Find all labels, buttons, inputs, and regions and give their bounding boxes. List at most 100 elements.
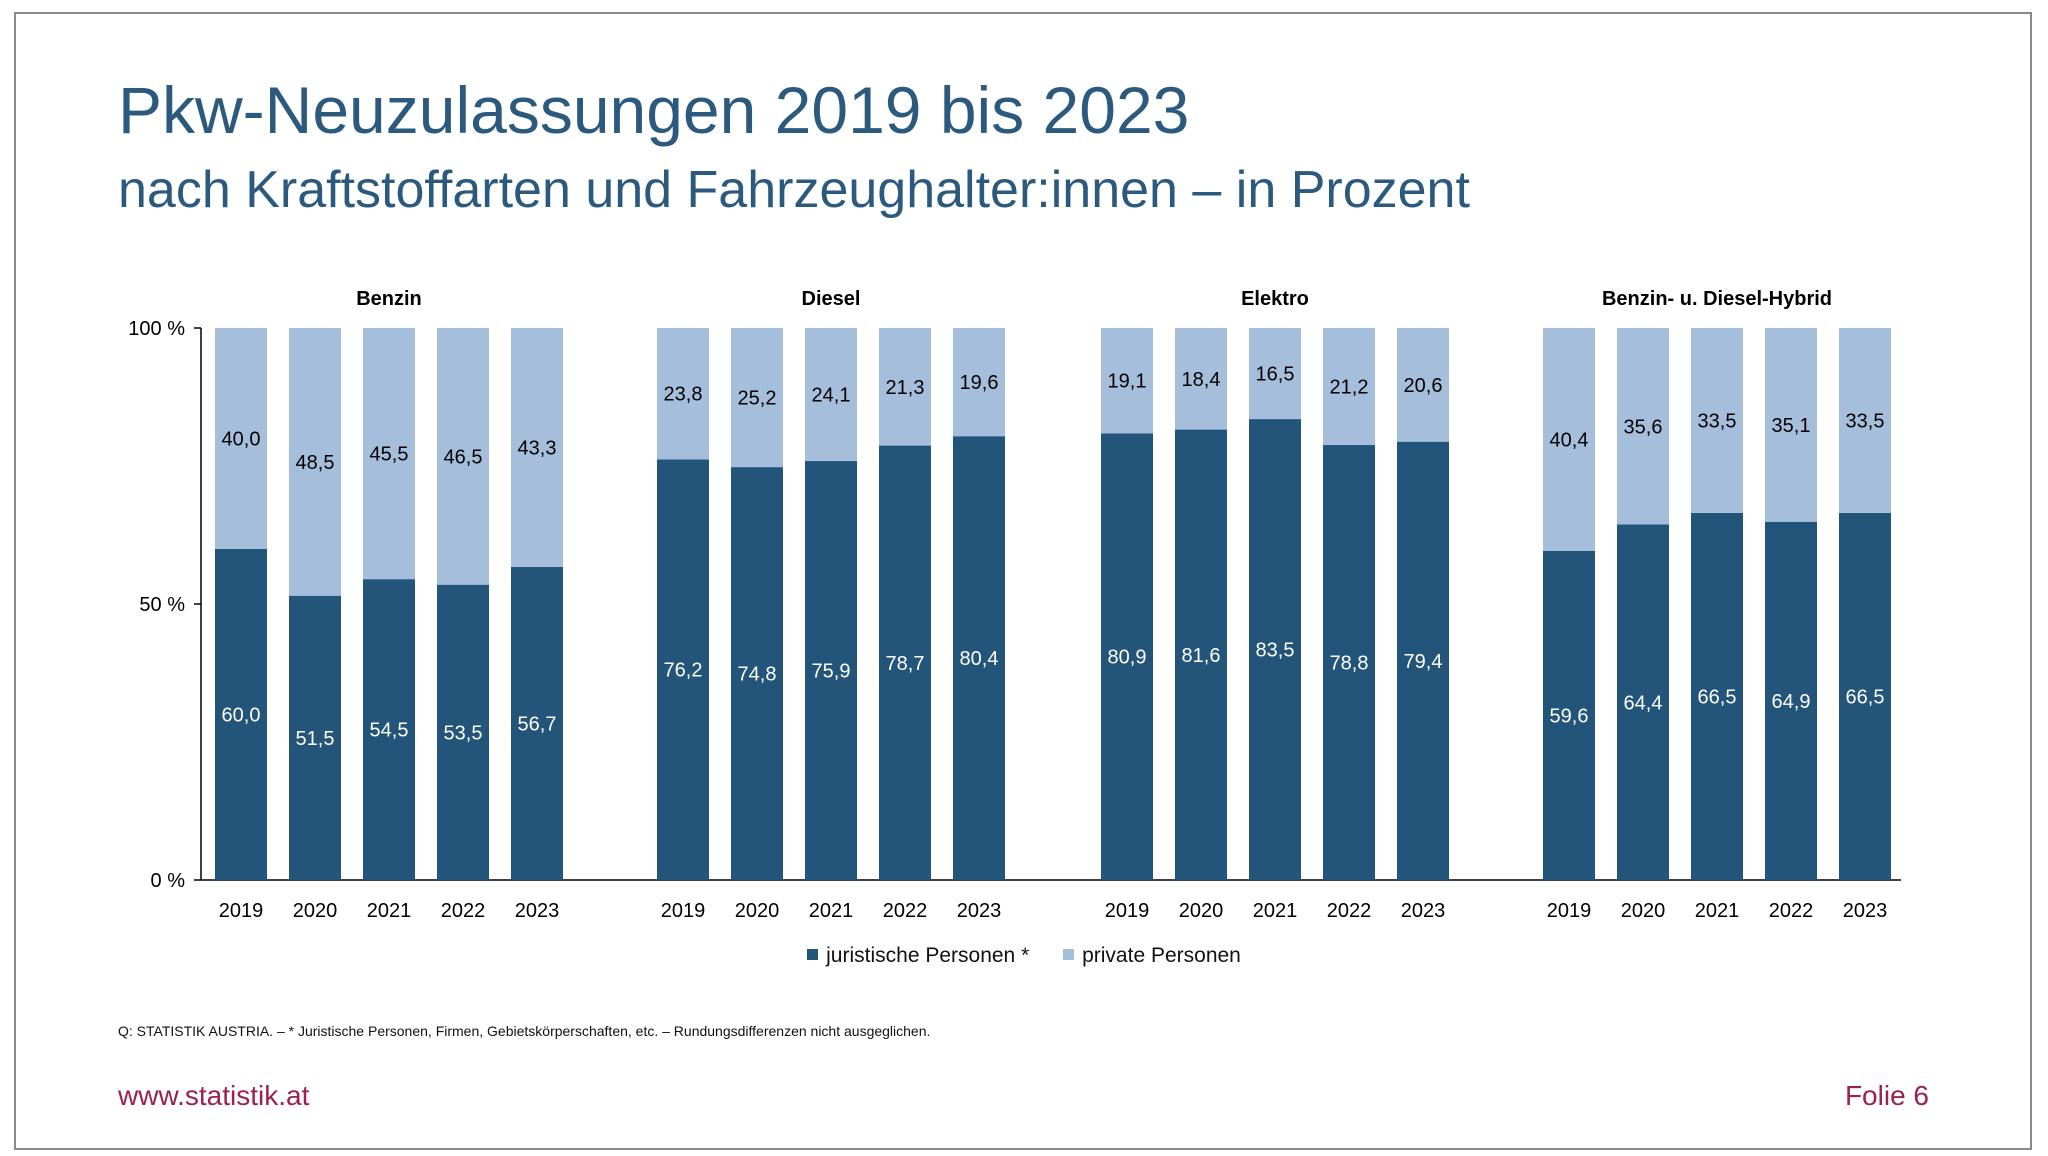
data-label-private: 46,5 — [444, 446, 483, 468]
y-tick-label: 0 % — [151, 870, 186, 892]
data-label-juristische: 74,8 — [738, 664, 777, 686]
data-label-juristische: 78,7 — [886, 653, 925, 675]
bar-juristische — [1323, 445, 1375, 880]
bar-private — [1175, 328, 1227, 430]
data-label-juristische: 66,5 — [1698, 686, 1737, 708]
x-tick-label: 2021 — [1253, 900, 1298, 922]
slide-subtitle: nach Kraftstoffarten und Fahrzeughalter:… — [118, 161, 1470, 219]
data-label-private: 35,1 — [1772, 415, 1811, 437]
data-label-juristische: 64,4 — [1624, 692, 1663, 714]
bar-private — [1397, 328, 1449, 442]
bar-juristische — [1691, 512, 1743, 880]
x-tick-label: 2023 — [1843, 900, 1888, 922]
legend-label-private: private Personen — [1082, 944, 1241, 967]
group-title: Diesel — [802, 288, 861, 310]
x-tick-label: 2020 — [735, 900, 780, 922]
bar-juristische — [289, 595, 341, 880]
group-title: Benzin — [356, 288, 422, 310]
x-tick-label: 2023 — [515, 900, 560, 922]
data-label-private: 20,6 — [1404, 375, 1443, 397]
data-label-private: 40,4 — [1550, 430, 1589, 452]
bar-private — [1543, 328, 1595, 552]
x-tick-label: 2020 — [293, 900, 338, 922]
bar-juristische — [731, 467, 783, 880]
data-label-private: 48,5 — [296, 452, 335, 474]
data-label-juristische: 80,4 — [960, 648, 999, 670]
bar-private — [1765, 328, 1817, 522]
data-label-juristische: 51,5 — [296, 728, 335, 750]
slide-title: Pkw-Neuzulassungen 2019 bis 2023 — [118, 73, 1190, 147]
x-tick-label: 2022 — [1769, 900, 1814, 922]
data-label-private: 23,8 — [664, 384, 703, 406]
bar-juristische — [879, 445, 931, 880]
data-label-juristische: 81,6 — [1182, 645, 1221, 667]
bar-juristische — [1765, 521, 1817, 880]
bar-juristische — [1175, 429, 1227, 880]
chart-legend: juristische Personen * private Personen — [0, 944, 2048, 968]
legend-item-private: private Personen — [1063, 944, 1241, 968]
data-label-juristische: 80,9 — [1108, 647, 1147, 669]
x-tick-label: 2020 — [1179, 900, 1224, 922]
x-tick-label: 2019 — [1105, 900, 1150, 922]
x-tick-label: 2023 — [957, 900, 1002, 922]
x-tick-label: 2019 — [219, 900, 264, 922]
x-tick-label: 2021 — [809, 900, 854, 922]
y-tick-label: 100 % — [128, 318, 185, 340]
x-tick-label: 2020 — [1621, 900, 1666, 922]
bar-private — [1617, 328, 1669, 525]
data-label-private: 21,2 — [1330, 377, 1369, 399]
data-label-juristische: 75,9 — [812, 661, 851, 683]
data-label-juristische: 83,5 — [1256, 640, 1295, 662]
data-label-private: 25,2 — [738, 388, 777, 410]
bar-juristische — [1101, 433, 1153, 880]
group-title: Elektro — [1241, 288, 1309, 310]
bar-juristische — [1249, 419, 1301, 880]
legend-swatch-private — [1063, 948, 1075, 960]
bar-private — [215, 328, 267, 549]
data-label-private: 21,3 — [886, 377, 925, 399]
legend-item-juristische: juristische Personen * — [807, 944, 1029, 968]
bar-juristische — [1397, 441, 1449, 880]
data-label-private: 24,1 — [812, 385, 851, 407]
data-label-private: 35,6 — [1624, 416, 1663, 438]
data-label-private: 45,5 — [370, 444, 409, 466]
bar-private — [1839, 328, 1891, 513]
bar-private — [437, 328, 489, 585]
x-tick-label: 2021 — [367, 900, 412, 922]
bar-private — [363, 328, 415, 580]
data-label-juristische: 60,0 — [222, 704, 261, 726]
bar-private — [1101, 328, 1153, 434]
x-tick-label: 2023 — [1401, 900, 1446, 922]
x-tick-label: 2019 — [1547, 900, 1592, 922]
bar-private — [1323, 328, 1375, 446]
bar-private — [657, 328, 709, 460]
footer-url: www.statistik.at — [118, 1080, 310, 1111]
source-note: Q: STATISTIK AUSTRIA. – * Juristische Pe… — [118, 1023, 931, 1039]
group-title: Benzin- u. Diesel-Hybrid — [1602, 288, 1832, 310]
bar-juristische — [1617, 524, 1669, 880]
x-tick-label: 2022 — [883, 900, 928, 922]
x-tick-label: 2021 — [1695, 900, 1740, 922]
data-label-juristische: 56,7 — [518, 714, 557, 736]
legend-swatch-juristische — [807, 948, 819, 960]
data-label-private: 33,5 — [1846, 410, 1885, 432]
data-label-private: 33,5 — [1698, 410, 1737, 432]
bar-juristische — [1839, 512, 1891, 880]
data-label-private: 40,0 — [222, 428, 261, 450]
data-label-juristische: 76,2 — [664, 660, 703, 682]
x-tick-label: 2019 — [661, 900, 706, 922]
bar-private — [511, 328, 563, 568]
data-label-private: 16,5 — [1256, 364, 1295, 386]
data-label-private: 19,1 — [1108, 371, 1147, 393]
data-label-juristische: 66,5 — [1846, 686, 1885, 708]
bar-juristische — [805, 461, 857, 880]
bar-juristische — [657, 459, 709, 880]
data-label-juristische: 59,6 — [1550, 706, 1589, 728]
bar-private — [805, 328, 857, 462]
x-tick-label: 2022 — [441, 900, 486, 922]
data-label-juristische: 78,8 — [1330, 653, 1369, 675]
footer-page-number: Folie 6 — [1844, 1080, 1929, 1111]
bar-juristische — [363, 579, 415, 880]
legend-label-juristische: juristische Personen * — [826, 944, 1030, 967]
